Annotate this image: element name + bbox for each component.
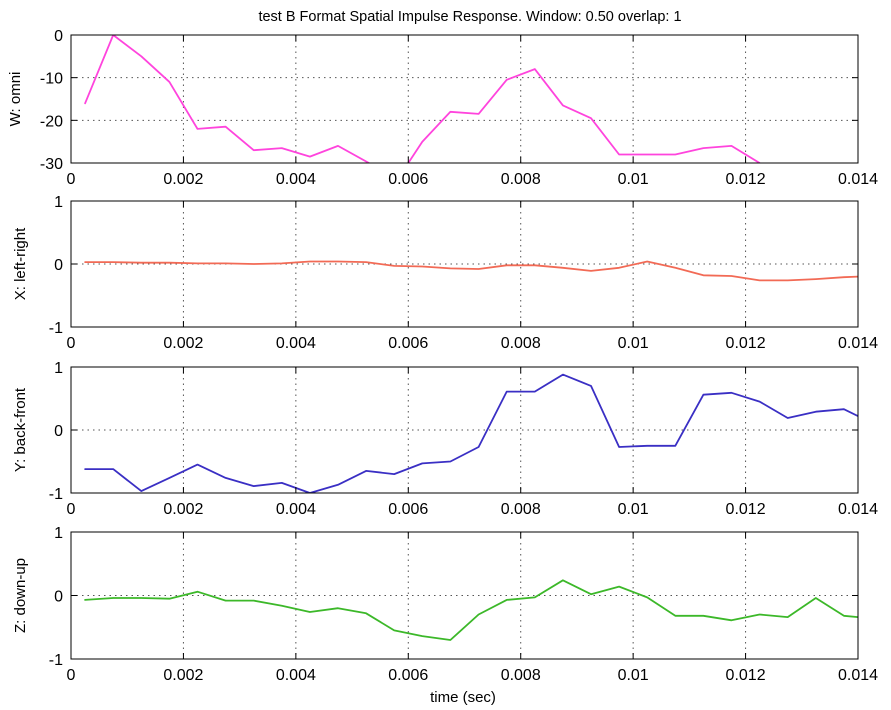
subplot-panels: 0 0.002 0.004 0.006 0.008 0.01 0.012 0.0140-10-…: [7, 28, 878, 684]
x-tick-label: 0.014: [838, 335, 878, 352]
x-tick-label: 0.004: [276, 171, 316, 188]
series-line-1-1: [84, 35, 370, 163]
x-tick-label: 0.006: [388, 667, 428, 684]
x-tick-label: 0.014: [838, 667, 878, 684]
y-tick-label: -1: [49, 320, 63, 337]
x-tick-label: 0.002: [163, 171, 203, 188]
subplot-1: 0 0.002 0.004 0.006 0.008 0.01 0.012 0.014 0 -10 -…: [7, 28, 878, 188]
x-tick-label: 0.014: [838, 171, 878, 188]
y-tick-label: 0: [54, 589, 63, 606]
x-axis-label: time (sec): [430, 689, 496, 706]
chart-title: test B Format Spatial Impulse Response. …: [258, 9, 681, 25]
x-tick-label: 0.008: [501, 335, 541, 352]
y-tick-label: -10: [40, 71, 63, 88]
x-tick-label: 0.006: [388, 335, 428, 352]
subplot-4: 0 0.002 0.004 0.006 0.008 0.01 0.012 0.01410-1Z…: [12, 525, 878, 684]
x-tick-label: 0: [67, 335, 76, 352]
x-tick-label: 0.01: [618, 171, 649, 188]
y-tick-label: -20: [40, 113, 63, 130]
x-tick-label: 0.01: [618, 335, 649, 352]
x-tick-label: 0.006: [388, 501, 428, 518]
y-tick-label: 0: [54, 28, 63, 45]
x-tick-label: 0.004: [276, 501, 316, 518]
x-tick-label: 0.012: [726, 501, 766, 518]
y-axis-label: X: left-right: [12, 227, 29, 300]
y-tick-label: 1: [54, 194, 63, 211]
x-tick-label: 0: [67, 501, 76, 518]
y-tick-label: 0: [54, 423, 63, 440]
x-tick-label: 0.014: [838, 501, 878, 518]
y-tick-label: 1: [54, 360, 63, 377]
axis-frame: [70, 366, 859, 494]
x-tick-label: 0.012: [726, 335, 766, 352]
x-tick-label: 0.008: [501, 667, 541, 684]
x-tick-label: 0.008: [501, 501, 541, 518]
x-tick-label: 0.01: [618, 501, 649, 518]
series-line-1-2: [407, 68, 761, 163]
x-tick-label: 0.012: [726, 171, 766, 188]
series-line-4-1: [84, 579, 858, 641]
subplot-3: 0 0.002 0.004 0.006 0.008 0.01 0.012 0.01410-1Y…: [12, 360, 878, 518]
axis-frame: [70, 34, 859, 164]
x-tick-label: 0.008: [501, 171, 541, 188]
axis-frame: [70, 531, 859, 660]
x-tick-label: 0.004: [276, 335, 316, 352]
x-tick-label: 0.006: [388, 171, 428, 188]
x-tick-label: 0.002: [163, 335, 203, 352]
subplot-2: 0 0.002 0.004 0.006 0.008 0.01 0.012 0.01410-1X…: [12, 194, 878, 352]
x-tick-label: 0.004: [276, 667, 316, 684]
y-axis-label: Y: back-front: [12, 387, 29, 472]
x-tick-label: 0: [67, 171, 76, 188]
x-tick-label: 0: [67, 667, 76, 684]
y-tick-label: -1: [49, 652, 63, 669]
series-line-3-1: [84, 373, 858, 493]
y-axis-label: W: omni: [7, 72, 24, 127]
y-tick-label: 0: [54, 257, 63, 274]
series-line-2-1: [84, 260, 858, 282]
x-tick-label: 0.01: [618, 667, 649, 684]
y-tick-label: 1: [54, 525, 63, 542]
y-axis-label: Z: down-up: [12, 558, 29, 633]
y-tick-label: -1: [49, 486, 63, 503]
y-tick-label: -30: [40, 156, 63, 173]
x-tick-label: 0.012: [726, 667, 766, 684]
x-tick-label: 0.002: [163, 501, 203, 518]
x-tick-label: 0.002: [163, 667, 203, 684]
